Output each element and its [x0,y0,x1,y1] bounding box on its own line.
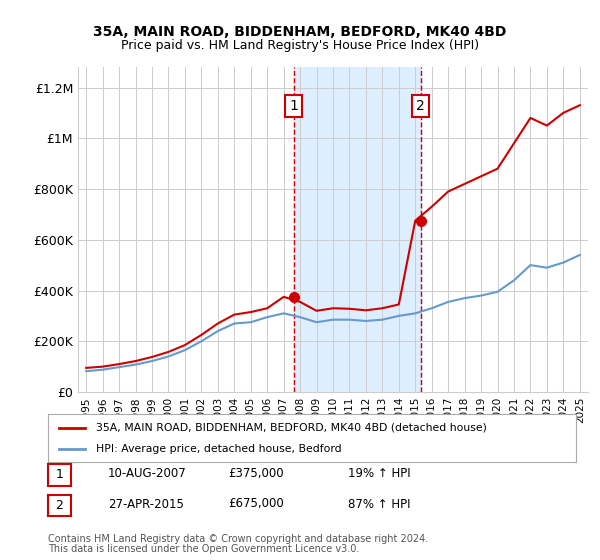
Text: Price paid vs. HM Land Registry's House Price Index (HPI): Price paid vs. HM Land Registry's House … [121,39,479,52]
Bar [293,67,421,392]
Text: 2: 2 [55,499,64,512]
Text: £675,000: £675,000 [228,497,284,511]
Text: This data is licensed under the Open Government Licence v3.0.: This data is licensed under the Open Gov… [48,544,359,554]
Text: £375,000: £375,000 [228,466,284,480]
Text: 1: 1 [289,99,298,113]
Text: 19% ↑ HPI: 19% ↑ HPI [348,466,410,480]
Text: 87% ↑ HPI: 87% ↑ HPI [348,497,410,511]
Text: 35A, MAIN ROAD, BIDDENHAM, BEDFORD, MK40 4BD: 35A, MAIN ROAD, BIDDENHAM, BEDFORD, MK40… [94,25,506,39]
Text: Contains HM Land Registry data © Crown copyright and database right 2024.: Contains HM Land Registry data © Crown c… [48,534,428,544]
Text: 27-APR-2015: 27-APR-2015 [108,497,184,511]
Text: 10-AUG-2007: 10-AUG-2007 [108,466,187,480]
Text: 35A, MAIN ROAD, BIDDENHAM, BEDFORD, MK40 4BD (detached house): 35A, MAIN ROAD, BIDDENHAM, BEDFORD, MK40… [95,423,487,433]
Text: 2: 2 [416,99,425,113]
Text: HPI: Average price, detached house, Bedford: HPI: Average price, detached house, Bedf… [95,444,341,454]
Text: 1: 1 [55,468,64,482]
